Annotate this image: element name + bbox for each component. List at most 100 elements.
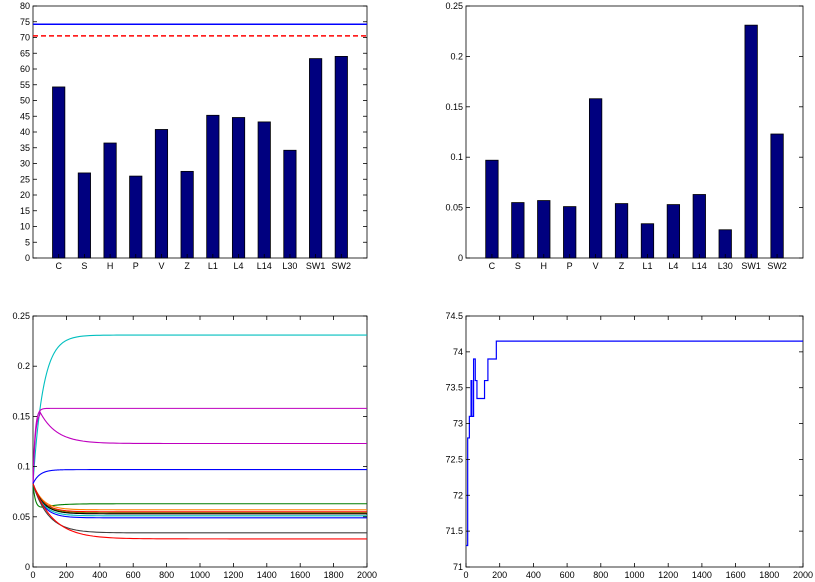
line-chart-4: 71 71.5 72 72.5 73 73.5 74 74.5 0 200 400 600 800 100… — [445, 311, 813, 580]
series-line — [32, 483, 367, 511]
series-line — [32, 483, 367, 517]
y-tick-label: 55 — [20, 80, 30, 90]
x-tick-label: C — [55, 261, 62, 271]
x-tick-label: S — [81, 261, 87, 271]
bar — [770, 133, 784, 259]
y-tick-label: 0 — [458, 253, 463, 263]
y-tick-label: 0.15 — [445, 102, 463, 112]
x-tick-label: 200 — [492, 570, 507, 580]
y-tick-label: 25 — [20, 174, 30, 184]
x-tick-label: 800 — [593, 570, 608, 580]
bar — [563, 206, 577, 259]
bar — [309, 58, 323, 259]
y-tick-label: 5 — [25, 237, 30, 247]
x-tick-label: 1600 — [290, 570, 310, 580]
x-tick-label: C — [489, 261, 496, 271]
y-tick-label: 10 — [20, 222, 30, 232]
x-tick-label: 200 — [59, 570, 74, 580]
x-tick-label: 1200 — [658, 570, 678, 580]
y-tick-label: 30 — [20, 159, 30, 169]
y-tick-label: 80 — [20, 1, 30, 11]
y-tick-label: 73 — [453, 419, 463, 429]
series-line — [32, 483, 367, 508]
x-tick-label: 600 — [126, 570, 141, 580]
x-tick-label: 1400 — [257, 570, 277, 580]
bar — [180, 170, 194, 259]
y-tick-label: 0.2 — [17, 361, 30, 371]
x-tick-label: L14 — [692, 261, 707, 271]
x-tick-label: 1000 — [190, 570, 210, 580]
bar — [77, 172, 91, 259]
y-tick-label: 45 — [20, 111, 30, 121]
x-tick-label: V — [158, 261, 164, 271]
y-tick-label: 65 — [20, 48, 30, 58]
x-tick-label: 2000 — [793, 570, 813, 580]
bar — [283, 149, 297, 259]
x-tick-label: SW1 — [306, 261, 326, 271]
y-tick-label: 40 — [20, 127, 30, 137]
series-line — [32, 410, 367, 484]
x-tick-label: P — [133, 261, 139, 271]
x-tick-label: 1600 — [726, 570, 746, 580]
x-tick-label: L4 — [668, 261, 678, 271]
x-tick-label: 1400 — [692, 570, 712, 580]
y-tick-label: 73.5 — [445, 383, 463, 393]
y-tick-label: 0.15 — [12, 411, 30, 421]
x-tick-label: 1800 — [324, 570, 344, 580]
series-line — [32, 334, 367, 484]
x-tick-label: 1200 — [223, 570, 243, 580]
x-tick-label: 800 — [159, 570, 174, 580]
series-line — [32, 483, 367, 534]
series-line — [32, 483, 367, 513]
series-line — [32, 483, 367, 540]
series-line — [32, 469, 367, 484]
series-line — [32, 483, 367, 514]
bar — [640, 223, 655, 259]
x-tick-label: L1 — [642, 261, 652, 271]
x-tick-label: 1800 — [759, 570, 779, 580]
y-tick-label: 0.2 — [450, 51, 463, 61]
bar — [52, 86, 66, 259]
y-tick-label: 0.1 — [450, 152, 463, 162]
x-tick-label: 2000 — [357, 570, 377, 580]
y-tick-label: 60 — [20, 64, 30, 74]
x-tick-label: SW1 — [741, 261, 761, 271]
series-line — [32, 483, 367, 515]
y-tick-label: 74.5 — [445, 311, 463, 321]
bar — [511, 202, 525, 259]
bar-chart-2: C S H P V Z L1 L4 L14 L30 SW1 SW2 0 0.05 0.1 0.15 0.2 0.2… — [445, 1, 804, 271]
y-tick-label: 74 — [453, 347, 463, 357]
y-tick-label: 71 — [453, 562, 463, 572]
bar — [257, 121, 271, 259]
y-tick-label: 35 — [20, 143, 30, 153]
x-tick-label: L1 — [208, 261, 218, 271]
y-tick-label: 72 — [453, 490, 463, 500]
x-tick-label: SW2 — [332, 261, 352, 271]
x-tick-label: 0 — [463, 570, 468, 580]
line-chart-3: 0 0.05 0.1 0.15 0.2 0.25 0 200 400 600 800 1000 1200… — [12, 311, 377, 580]
x-tick-label: Z — [184, 261, 190, 271]
bar — [666, 204, 681, 259]
bar — [154, 129, 169, 259]
x-tick-label: S — [515, 261, 521, 271]
y-tick-label: 70 — [20, 33, 30, 43]
bar — [718, 229, 732, 259]
bar — [744, 24, 758, 259]
bar — [485, 159, 499, 259]
x-tick-label: L30 — [718, 261, 733, 271]
x-tick-label: H — [541, 261, 548, 271]
y-tick-label: 0.25 — [12, 311, 30, 321]
bar — [129, 175, 143, 259]
y-tick-label: 0 — [25, 562, 30, 572]
x-tick-label: SW2 — [767, 261, 787, 271]
axes-frame — [465, 5, 804, 259]
x-tick-label: 1000 — [624, 570, 644, 580]
bar-chart-1: C S H P V Z L1 L4 L14 L30 SW1 SW2 0 5 10 15 20 25 30 35 40 45… — [20, 1, 368, 271]
y-tick-label: 75 — [20, 17, 30, 27]
bar — [103, 142, 117, 259]
x-tick-label: L14 — [257, 261, 272, 271]
bar — [588, 98, 603, 259]
bar — [334, 56, 348, 259]
x-tick-label: 600 — [560, 570, 575, 580]
